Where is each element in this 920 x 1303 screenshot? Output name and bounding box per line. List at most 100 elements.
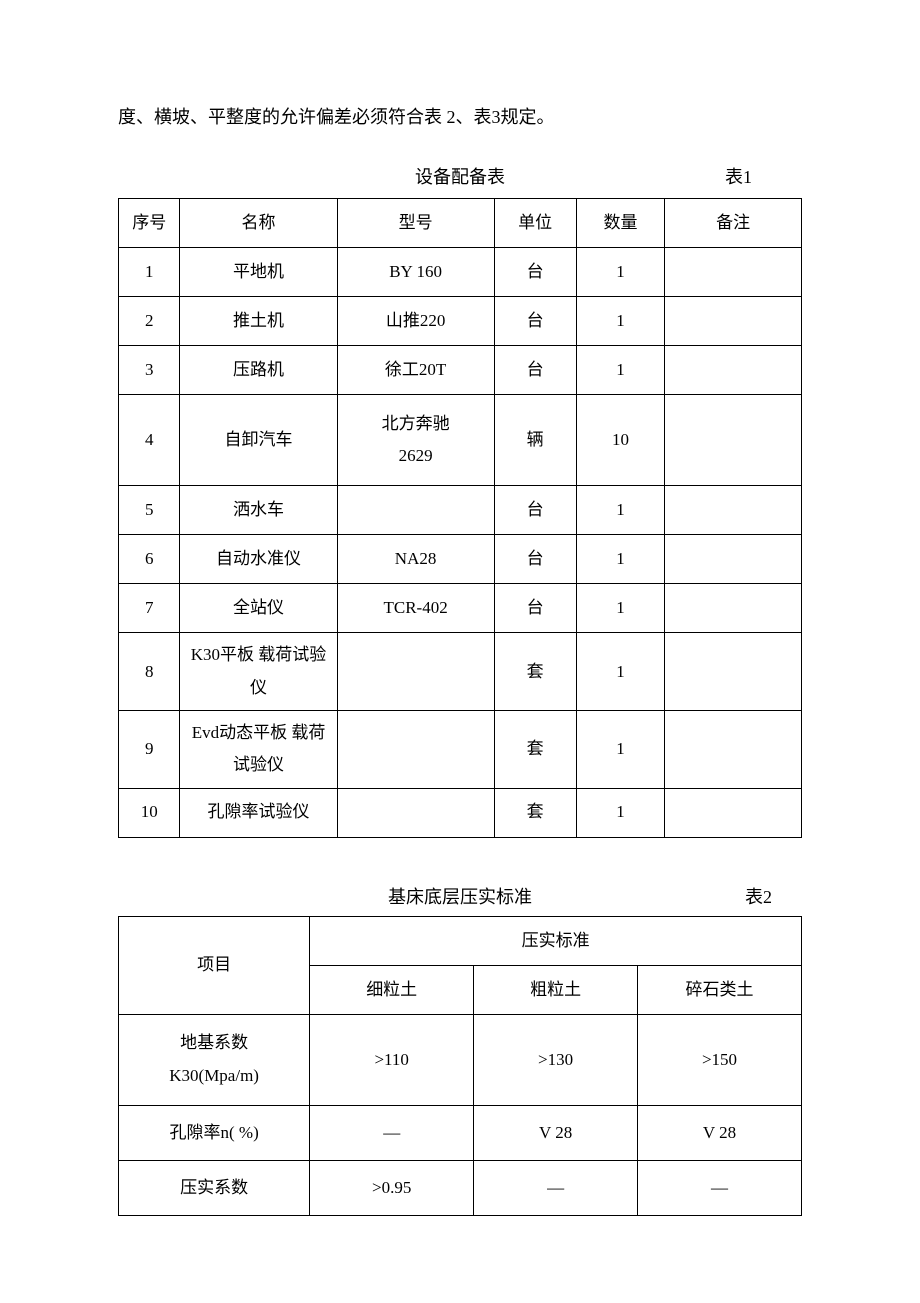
cell-gravel: V 28 [638, 1105, 802, 1160]
cell-unit: 套 [494, 710, 576, 788]
th-qty: 数量 [576, 199, 665, 248]
th-unit: 单位 [494, 199, 576, 248]
cell-model [337, 710, 494, 788]
cell-seq: 9 [119, 710, 180, 788]
cell-model: TCR-402 [337, 584, 494, 633]
table-row: 2推土机山推220台1 [119, 297, 802, 346]
equipment-table: 序号 名称 型号 单位 数量 备注 1平地机BY 160台12推土机山推220台… [118, 198, 802, 837]
cell-remark [665, 710, 802, 788]
cell-name: 自动水准仪 [180, 535, 337, 584]
table-row: 7全站仪TCR-402台1 [119, 584, 802, 633]
th-seq: 序号 [119, 199, 180, 248]
table-row: 4自卸汽车北方奔驰2629辆10 [119, 395, 802, 486]
table-row: 3压路机徐工20T台1 [119, 346, 802, 395]
cell-name: K30平板 载荷试验仪 [180, 633, 337, 711]
cell-qty: 1 [576, 346, 665, 395]
cell-remark [665, 395, 802, 486]
cell-unit: 台 [494, 248, 576, 297]
cell-seq: 4 [119, 395, 180, 486]
table-row: 8K30平板 载荷试验仪 套1 [119, 633, 802, 711]
th-stdgroup: 压实标准 [310, 916, 802, 965]
th-item: 项目 [119, 916, 310, 1014]
cell-unit: 台 [494, 297, 576, 346]
cell-name: 孔隙率试验仪 [180, 788, 337, 837]
cell-item: 压实系数 [119, 1160, 310, 1215]
cell-model [337, 788, 494, 837]
cell-name: 压路机 [180, 346, 337, 395]
compaction-standard-table: 项目 压实标准 细粒土 粗粒土 碎石类土 地基系数K30(Mpa/m)>110>… [118, 916, 802, 1216]
table-row: 10孔隙率试验仪套1 [119, 788, 802, 837]
cell-remark [665, 297, 802, 346]
th-model: 型号 [337, 199, 494, 248]
cell-gravel: >150 [638, 1014, 802, 1105]
cell-seq: 2 [119, 297, 180, 346]
cell-name: 推土机 [180, 297, 337, 346]
cell-fine: >110 [310, 1014, 474, 1105]
table-row: 6自动水准仪NA28台1 [119, 535, 802, 584]
cell-unit: 台 [494, 346, 576, 395]
cell-seq: 1 [119, 248, 180, 297]
table-row: 1平地机BY 160台1 [119, 248, 802, 297]
cell-remark [665, 248, 802, 297]
table2-header-row-1: 项目 压实标准 [119, 916, 802, 965]
cell-seq: 8 [119, 633, 180, 711]
th-coarse: 粗粒土 [474, 965, 638, 1014]
cell-remark [665, 486, 802, 535]
cell-model: BY 160 [337, 248, 494, 297]
cell-unit: 台 [494, 486, 576, 535]
cell-model [337, 486, 494, 535]
table2-title: 基床底层压实标准 [118, 880, 802, 914]
cell-unit: 套 [494, 788, 576, 837]
cell-model: 北方奔驰2629 [337, 395, 494, 486]
cell-name: Evd动态平板 载荷试验仪 [180, 710, 337, 788]
cell-remark [665, 535, 802, 584]
cell-qty: 1 [576, 710, 665, 788]
intro-text: 度、横坡、平整度的允许偏差必须符合表 2、表3规定。 [118, 100, 802, 134]
cell-coarse: >130 [474, 1014, 638, 1105]
cell-seq: 7 [119, 584, 180, 633]
table-row: 压实系数>0.95—— [119, 1160, 802, 1215]
th-remark: 备注 [665, 199, 802, 248]
table1-title: 设备配备表 [415, 160, 505, 194]
cell-qty: 1 [576, 297, 665, 346]
cell-model: 徐工20T [337, 346, 494, 395]
table2-label: 表2 [745, 880, 772, 914]
document-page: 度、横坡、平整度的允许偏差必须符合表 2、表3规定。 设备配备表 表1 序号 名… [0, 0, 920, 1303]
th-name: 名称 [180, 199, 337, 248]
cell-item: 孔隙率n( %) [119, 1105, 310, 1160]
table-row: 地基系数K30(Mpa/m)>110>130>150 [119, 1014, 802, 1105]
cell-seq: 5 [119, 486, 180, 535]
cell-qty: 1 [576, 535, 665, 584]
cell-seq: 6 [119, 535, 180, 584]
cell-name: 全站仪 [180, 584, 337, 633]
cell-coarse: — [474, 1160, 638, 1215]
table1-title-row: 设备配备表 表1 [118, 160, 802, 194]
cell-remark [665, 346, 802, 395]
cell-model [337, 633, 494, 711]
cell-qty: 1 [576, 633, 665, 711]
th-fine: 细粒土 [310, 965, 474, 1014]
cell-unit: 套 [494, 633, 576, 711]
table-row: 孔隙率n( %)—V 28V 28 [119, 1105, 802, 1160]
cell-remark [665, 633, 802, 711]
cell-qty: 10 [576, 395, 665, 486]
cell-unit: 台 [494, 584, 576, 633]
cell-remark [665, 788, 802, 837]
cell-fine: >0.95 [310, 1160, 474, 1215]
table-row: 9Evd动态平板 载荷试验仪 套1 [119, 710, 802, 788]
spacer [118, 838, 802, 862]
table-row: 5洒水车台1 [119, 486, 802, 535]
cell-coarse: V 28 [474, 1105, 638, 1160]
cell-name: 洒水车 [180, 486, 337, 535]
cell-name: 自卸汽车 [180, 395, 337, 486]
th-gravel: 碎石类土 [638, 965, 802, 1014]
cell-remark [665, 584, 802, 633]
cell-item: 地基系数K30(Mpa/m) [119, 1014, 310, 1105]
cell-unit: 台 [494, 535, 576, 584]
table1-label: 表1 [725, 160, 752, 194]
cell-model: NA28 [337, 535, 494, 584]
table1-header-row: 序号 名称 型号 单位 数量 备注 [119, 199, 802, 248]
cell-seq: 10 [119, 788, 180, 837]
cell-qty: 1 [576, 248, 665, 297]
cell-model: 山推220 [337, 297, 494, 346]
